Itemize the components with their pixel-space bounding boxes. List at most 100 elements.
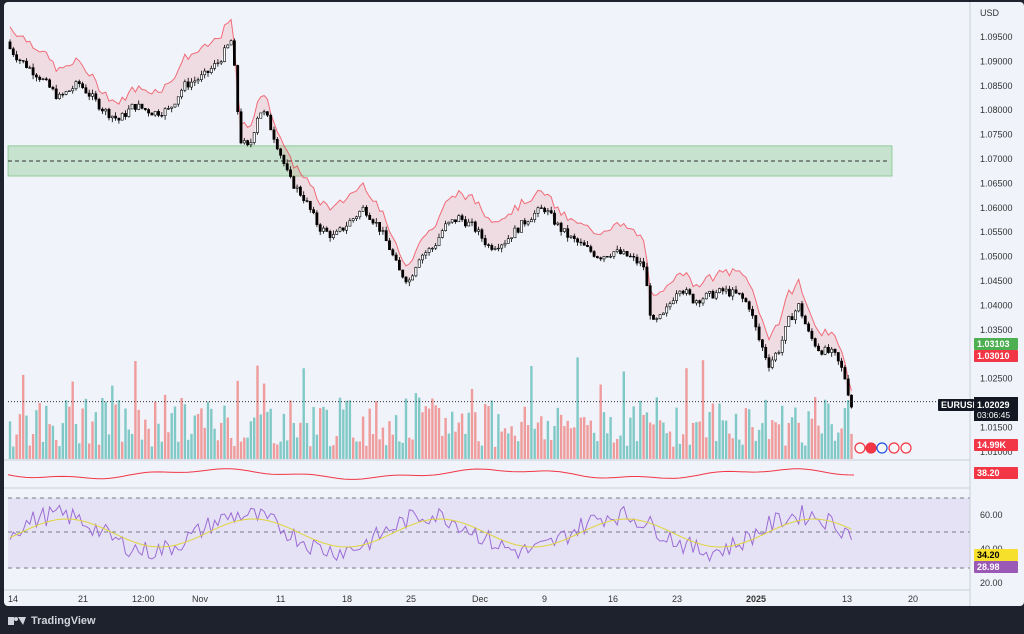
volume-bar (97, 444, 101, 459)
volume-bar (295, 437, 299, 459)
volume-bar (688, 444, 691, 459)
candle (206, 70, 210, 73)
candle (767, 357, 771, 368)
candle (526, 221, 530, 225)
candle (549, 210, 553, 214)
volume-bar (764, 399, 767, 459)
volume-bar (635, 441, 639, 459)
candle (11, 48, 15, 56)
volume-bar (121, 441, 124, 459)
chart-canvas[interactable]: USD 1.09500 1.09000 1.08500 1.08000 1.07500 1.… (4, 2, 1024, 606)
candle (457, 215, 461, 223)
candle (21, 60, 25, 62)
candle (440, 230, 444, 238)
candle (774, 352, 778, 361)
candle (764, 346, 768, 359)
volume-bar (536, 422, 540, 459)
candle (668, 303, 672, 308)
volume-bar (315, 434, 319, 459)
volume-bar (771, 420, 774, 459)
oscillator-value-badge (974, 467, 1018, 479)
candle (473, 221, 477, 232)
volume-bar (738, 439, 741, 459)
candle (430, 247, 434, 250)
price-tick-label: 1.03500 (980, 325, 1013, 335)
volume-bar (41, 441, 45, 459)
candle (675, 293, 679, 301)
candle (734, 289, 738, 294)
candle (229, 40, 233, 46)
candle (493, 248, 497, 250)
candle (94, 93, 98, 100)
candle (615, 249, 619, 252)
volume-bar (375, 401, 378, 459)
volume-bar (31, 434, 35, 459)
candle (513, 227, 517, 239)
volume-bar (797, 422, 800, 459)
volume-bar (68, 406, 71, 459)
candle (724, 288, 728, 292)
volume-bar (566, 420, 569, 459)
tradingview-logo[interactable]: TradingView (8, 615, 96, 627)
candle (358, 210, 362, 218)
volume-bar (616, 439, 619, 459)
candle (586, 245, 589, 247)
volume-bar (794, 407, 797, 459)
candle (648, 285, 652, 316)
candle (655, 318, 659, 320)
candle (467, 221, 471, 227)
candle (529, 219, 533, 223)
candle (625, 251, 629, 257)
volume-bar (309, 446, 312, 459)
candle (15, 54, 19, 61)
volume-bar (418, 397, 421, 459)
price-tick-label: 1.06500 (980, 178, 1013, 188)
candle (114, 115, 118, 119)
candle (595, 256, 599, 259)
candle (256, 117, 259, 133)
volume-bar (444, 417, 447, 459)
volume-bar (787, 423, 790, 459)
candle (28, 67, 32, 69)
candle (124, 113, 127, 117)
volume-bar (715, 440, 718, 459)
candle (381, 230, 385, 232)
volume-bar (196, 413, 200, 459)
candle (813, 338, 817, 347)
candle (543, 207, 547, 213)
price-tick-label: 1.05500 (980, 227, 1013, 237)
candle (510, 237, 514, 239)
volume-bar (827, 403, 830, 459)
price-tick-label: 1.04500 (980, 276, 1013, 286)
candle (147, 109, 151, 114)
volume-bar (173, 406, 177, 459)
candle (803, 315, 807, 325)
volume-bar (563, 426, 566, 459)
volume-bar (817, 425, 820, 459)
time-tick-label: 18 (342, 594, 352, 604)
volume-bar (328, 446, 332, 459)
oscillator-value-badge-text: 38.20 (977, 468, 1000, 478)
volume-bar (477, 441, 480, 459)
volume-bar (609, 417, 612, 459)
volume-bar (510, 426, 513, 459)
currency-label: USD (980, 8, 1000, 18)
volume-bar (262, 383, 266, 459)
candle (226, 44, 230, 49)
volume-bar (639, 400, 642, 459)
candle (54, 88, 58, 99)
candle (454, 219, 457, 223)
candle (516, 227, 520, 233)
volume-bar (629, 417, 632, 459)
volume-bar (61, 423, 64, 459)
price-tick-label: 1.02500 (980, 374, 1013, 384)
volume-bar (35, 410, 38, 459)
candle (265, 111, 269, 116)
candle (671, 300, 675, 304)
candle (496, 247, 500, 250)
volume-bar (754, 440, 757, 459)
volume-bar (583, 417, 586, 459)
volume-bar (685, 368, 688, 459)
volume-bar (338, 397, 342, 459)
candle (665, 306, 669, 314)
